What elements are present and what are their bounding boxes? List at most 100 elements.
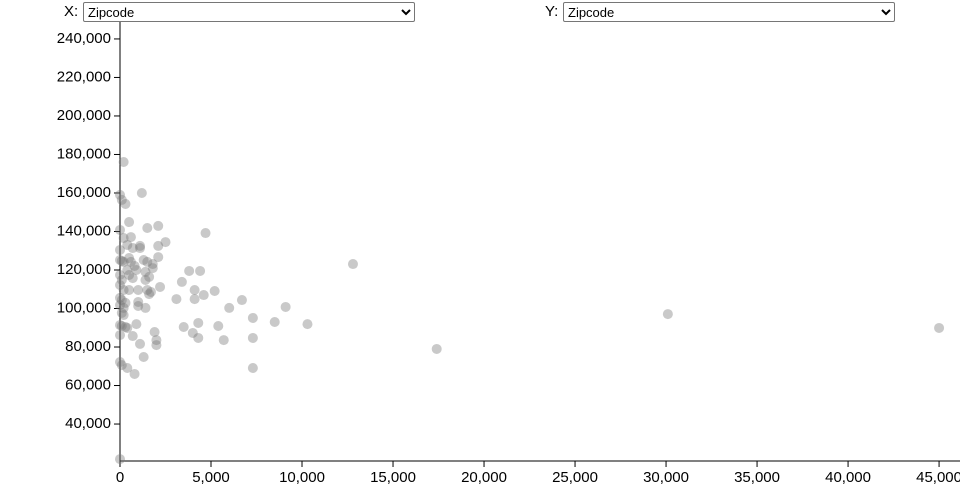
- point: [200, 228, 211, 239]
- y-tick-label: 180,000: [57, 145, 111, 162]
- x-tick-label: 20,000: [461, 469, 507, 486]
- point: [138, 352, 149, 363]
- y-tick-label: 100,000: [57, 299, 111, 316]
- point: [118, 310, 129, 321]
- point: [142, 285, 153, 296]
- point: [131, 319, 142, 330]
- point: [122, 363, 133, 374]
- point: [127, 273, 138, 284]
- point: [127, 331, 138, 342]
- point: [140, 275, 151, 286]
- point: [224, 302, 235, 313]
- point: [280, 301, 291, 312]
- point: [302, 319, 313, 330]
- point: [115, 244, 125, 255]
- point: [115, 280, 125, 291]
- point: [115, 224, 125, 235]
- point: [347, 259, 358, 270]
- point: [118, 285, 129, 296]
- point: [115, 254, 125, 265]
- point: [184, 265, 195, 276]
- point: [133, 296, 144, 307]
- point: [171, 294, 182, 305]
- x-tick-label: 5,000: [192, 469, 230, 486]
- point: [135, 240, 146, 251]
- point: [115, 320, 125, 331]
- x-tick-label: 35,000: [734, 469, 780, 486]
- point: [129, 260, 140, 271]
- point: [193, 317, 204, 328]
- point: [213, 321, 224, 332]
- point: [115, 300, 125, 311]
- point: [153, 220, 164, 231]
- point: [247, 332, 258, 343]
- point: [129, 368, 140, 379]
- point: [115, 189, 125, 200]
- y-tick-label: 160,000: [57, 184, 111, 201]
- point: [269, 316, 280, 327]
- point: [187, 327, 198, 338]
- y-tick-label: 220,000: [57, 68, 111, 85]
- point: [120, 297, 131, 308]
- point: [118, 256, 129, 267]
- point: [142, 256, 153, 267]
- x-select[interactable]: Zipcode: [83, 2, 415, 22]
- point: [124, 285, 135, 296]
- point: [133, 285, 144, 296]
- x-tick-label: 25,000: [552, 469, 598, 486]
- point: [122, 239, 133, 250]
- point: [247, 363, 258, 374]
- y-tick-label: 200,000: [57, 107, 111, 124]
- point: [133, 301, 144, 312]
- point: [145, 286, 156, 297]
- point: [135, 338, 146, 349]
- point: [124, 270, 135, 281]
- point: [153, 252, 164, 263]
- point: [115, 330, 125, 341]
- point: [140, 302, 151, 313]
- point: [122, 322, 133, 333]
- point: [125, 256, 136, 267]
- point: [662, 309, 673, 320]
- y-tick-label: 140,000: [57, 222, 111, 239]
- point: [218, 335, 229, 346]
- point: [118, 233, 129, 244]
- point: [120, 198, 131, 209]
- point: [120, 321, 131, 332]
- point: [125, 232, 136, 243]
- point: [153, 240, 164, 251]
- point: [118, 156, 129, 167]
- point: [136, 187, 147, 198]
- point: [135, 243, 146, 254]
- point: [124, 253, 135, 264]
- point: [147, 263, 158, 274]
- point: [144, 289, 155, 300]
- point: [116, 255, 127, 266]
- point: [116, 307, 127, 318]
- point: [209, 285, 220, 296]
- point: [116, 321, 127, 332]
- point: [116, 194, 127, 205]
- point: [247, 312, 258, 323]
- point: [151, 335, 162, 346]
- x-tick-label: 45,000: [916, 469, 960, 486]
- point: [147, 259, 158, 270]
- point: [115, 270, 125, 281]
- point: [198, 290, 209, 301]
- point: [149, 326, 160, 337]
- y-tick-label: 240,000: [57, 30, 111, 47]
- point: [144, 271, 155, 282]
- point: [193, 332, 204, 343]
- x-tick-label: 30,000: [643, 469, 689, 486]
- y-tick-label: 80,000: [65, 338, 111, 355]
- point: [116, 295, 127, 306]
- point: [115, 292, 125, 303]
- y-select[interactable]: Zipcode: [563, 2, 895, 22]
- x-tick-label: 10,000: [279, 469, 325, 486]
- point: [118, 302, 129, 313]
- point: [115, 454, 125, 465]
- point: [124, 217, 135, 228]
- point: [122, 264, 133, 275]
- point: [934, 322, 945, 333]
- point: [178, 321, 189, 332]
